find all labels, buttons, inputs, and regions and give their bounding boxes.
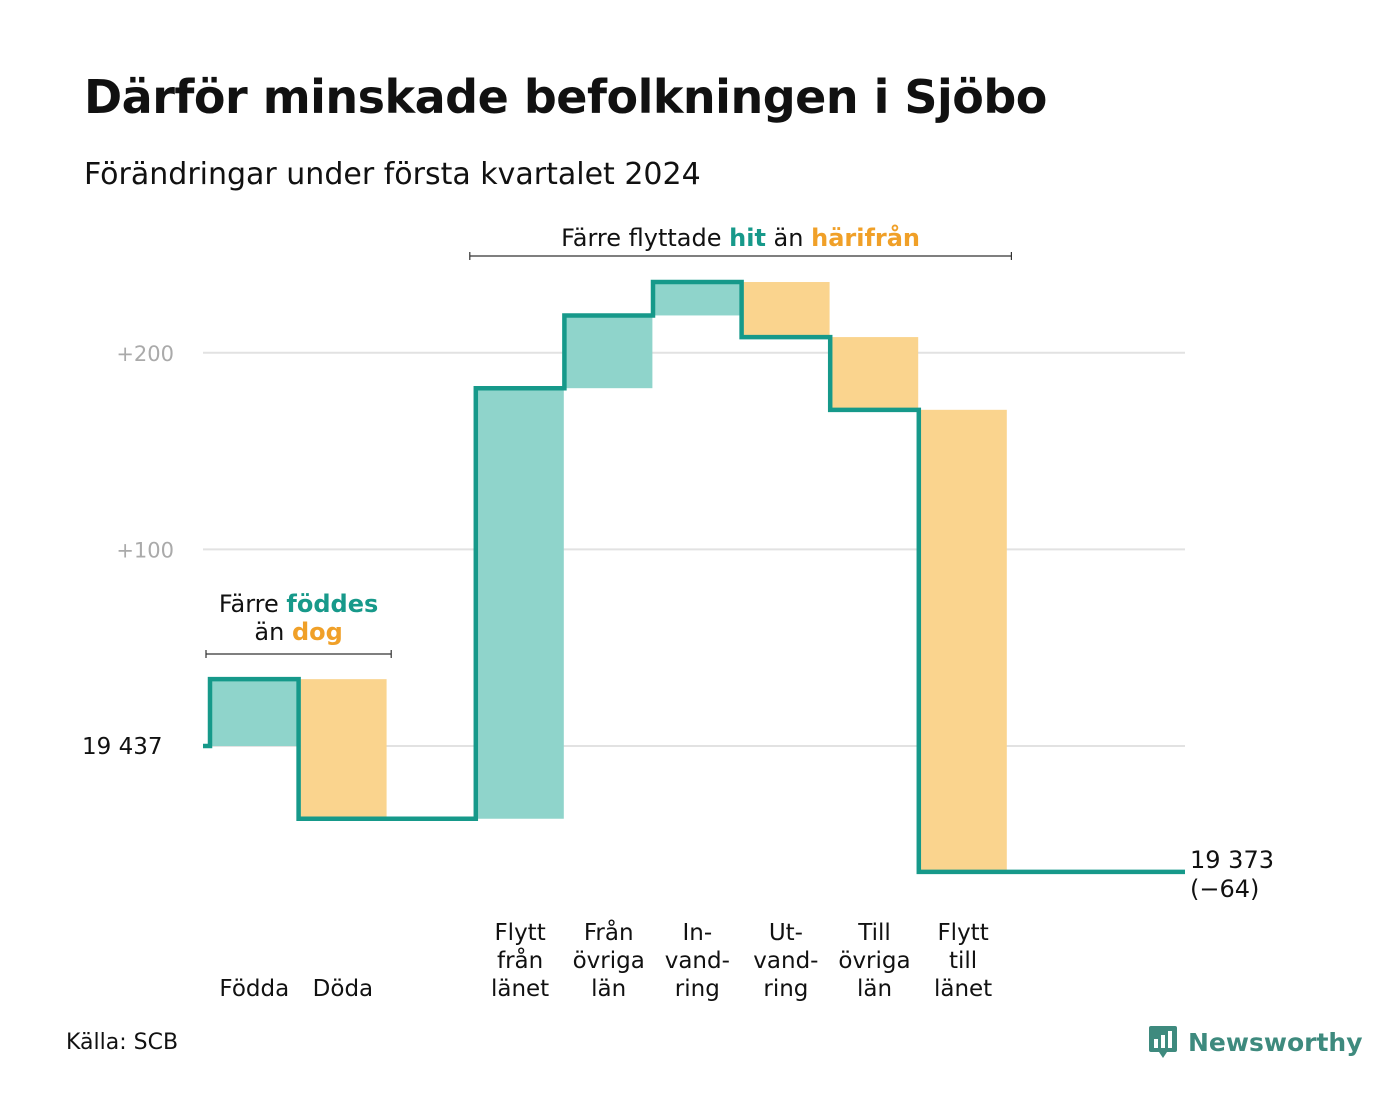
- brand-name: Newsworthy: [1188, 1027, 1363, 1057]
- annotation-births-line2: än dog: [254, 618, 342, 646]
- annotation-text: Färre: [219, 590, 287, 618]
- end-value-label: 19 373: [1190, 846, 1274, 874]
- start-value-label: 19 437: [82, 734, 162, 760]
- annotation-text: än: [766, 224, 811, 252]
- waterfall-bar: [832, 337, 919, 410]
- category-label: från: [497, 946, 543, 974]
- waterfall-bar: [655, 282, 741, 316]
- category-label: vand-: [665, 948, 730, 974]
- annotation-highlight-out: härifrån: [811, 223, 920, 252]
- waterfall-bar: [566, 315, 653, 389]
- cumulative-step-line: [203, 279, 1185, 875]
- category-label: länet: [491, 976, 549, 1002]
- y-tick-label: +100: [116, 538, 174, 562]
- annotation-births-line1: Färre föddes: [219, 590, 378, 618]
- category-label: länet: [934, 976, 992, 1002]
- category-label: Flytt: [937, 920, 988, 946]
- category-label: Flytt: [494, 920, 545, 946]
- category-label: In-: [682, 920, 712, 946]
- annotation-highlight-in: hit: [729, 224, 766, 252]
- brand-logo: Newsworthy: [1148, 1024, 1363, 1060]
- category-label: ring: [763, 976, 808, 1002]
- annotation-highlight-in: föddes: [286, 590, 378, 618]
- category-label: län: [591, 976, 626, 1002]
- category-label: ring: [675, 976, 720, 1002]
- category-label: övriga: [838, 948, 910, 974]
- category-label: övriga: [573, 948, 645, 974]
- waterfall-bar: [743, 282, 830, 338]
- waterfall-bar: [477, 388, 564, 819]
- category-label: Födda: [219, 976, 289, 1002]
- category-label: Döda: [313, 976, 373, 1002]
- waterfall-bar: [920, 409, 1007, 872]
- change-label: (−64): [1190, 875, 1259, 903]
- category-label: Från: [584, 918, 634, 946]
- category-label: till: [949, 948, 977, 974]
- chart-title: Därför minskade befolkningen i Sjöbo: [84, 70, 1047, 124]
- source-note: Källa: SCB: [66, 1030, 179, 1055]
- waterfall-bar: [300, 679, 387, 819]
- annotation-moves: Färre flyttade hit än härifrån: [561, 223, 920, 252]
- annotation-highlight-out: dog: [292, 618, 343, 646]
- category-label: Till: [857, 920, 891, 946]
- y-tick-label: +200: [116, 342, 174, 366]
- category-label: Ut-: [769, 920, 803, 946]
- newsworthy-logo-icon: [1149, 1026, 1177, 1058]
- category-label: vand-: [753, 948, 818, 974]
- chart-subtitle: Förändringar under första kvartalet 2024: [84, 157, 701, 192]
- waterfall-bar: [212, 679, 298, 746]
- category-label: län: [857, 976, 892, 1002]
- annotation-text: än: [254, 618, 292, 646]
- annotation-text: Färre flyttade: [561, 224, 729, 252]
